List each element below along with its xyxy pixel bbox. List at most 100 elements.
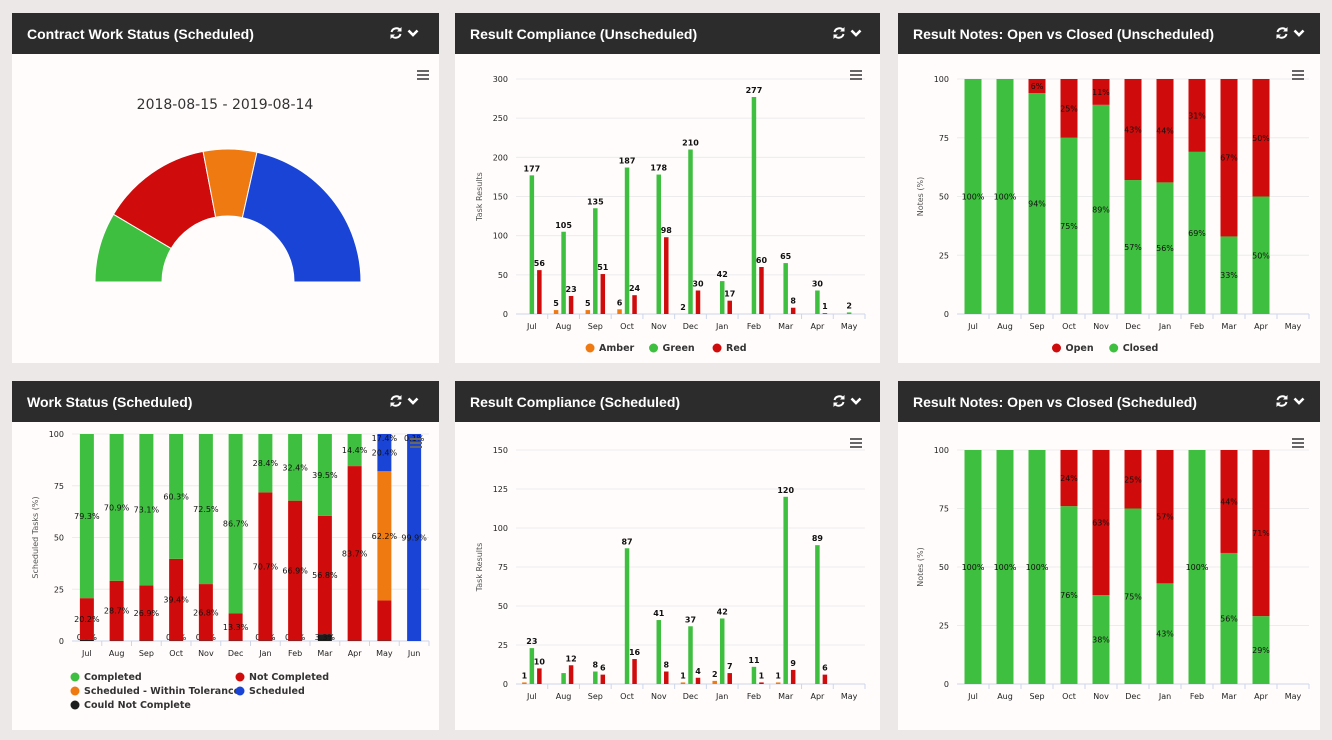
chevron-down-icon[interactable] (850, 393, 864, 409)
bar-segment-completed[interactable] (139, 434, 154, 586)
refresh-icon[interactable] (1275, 25, 1289, 41)
legend-marker[interactable] (70, 700, 80, 710)
bar-green[interactable] (846, 312, 852, 314)
bar-segment-closed[interactable] (1188, 151, 1206, 314)
bar-red[interactable] (632, 295, 637, 314)
bar-segment-not-completed[interactable] (377, 600, 392, 641)
bar-segment-closed[interactable] (964, 450, 982, 684)
bar-segment-scheduled-within-tolerance[interactable] (377, 471, 392, 601)
bar-amber[interactable] (553, 310, 559, 314)
slice-scheduled[interactable] (241, 151, 362, 283)
bar-segment-completed[interactable] (169, 434, 184, 559)
bar-segment-not-completed[interactable] (198, 584, 213, 641)
bar-amber[interactable] (585, 310, 591, 314)
bar-segment-closed[interactable] (1124, 180, 1142, 314)
refresh-icon[interactable] (389, 25, 403, 41)
bar-segment-closed[interactable] (996, 450, 1014, 684)
bar-green[interactable] (656, 620, 662, 684)
bar-segment-open[interactable] (1156, 450, 1174, 584)
legend-marker[interactable] (1052, 343, 1061, 353)
bar-segment-not-completed[interactable] (228, 613, 243, 641)
bar-green[interactable] (656, 174, 662, 314)
bar-red[interactable] (537, 270, 542, 314)
menu-icon[interactable] (850, 70, 862, 80)
bar-segment-closed[interactable] (1156, 182, 1174, 314)
bar-red[interactable] (759, 682, 764, 684)
bar-red[interactable] (664, 671, 669, 684)
bar-segment-could-not-complete[interactable] (317, 634, 332, 641)
bar-segment-not-completed[interactable] (79, 598, 94, 640)
bar-segment-not-completed[interactable] (109, 580, 124, 641)
bar-green[interactable] (688, 626, 693, 684)
bar-segment-open[interactable] (1156, 79, 1174, 183)
bar-segment-not-completed[interactable] (317, 515, 332, 635)
bar-segment-open[interactable] (1092, 450, 1110, 596)
bar-segment-open[interactable] (1220, 450, 1238, 553)
bar-red[interactable] (822, 674, 828, 684)
bar-green[interactable] (719, 281, 725, 314)
bar-green[interactable] (624, 548, 630, 684)
bar-segment-closed[interactable] (1252, 196, 1270, 315)
bar-red[interactable] (790, 669, 796, 684)
bar-segment-closed[interactable] (1092, 104, 1110, 314)
legend-marker[interactable] (585, 343, 595, 353)
bar-segment-could-not-complete[interactable] (79, 639, 94, 641)
bar-segment-not-completed[interactable] (139, 585, 154, 641)
bar-segment-closed[interactable] (1028, 93, 1046, 314)
bar-red[interactable] (600, 274, 606, 314)
bar-red[interactable] (695, 677, 701, 684)
chevron-down-icon[interactable] (407, 25, 421, 41)
bar-green[interactable] (593, 671, 598, 684)
bar-green[interactable] (751, 97, 757, 314)
bar-amber[interactable] (775, 682, 781, 684)
bar-red[interactable] (632, 659, 637, 684)
bar-amber[interactable] (522, 682, 527, 684)
bar-segment-not-completed[interactable] (258, 492, 273, 641)
refresh-icon[interactable] (389, 393, 403, 409)
bar-green[interactable] (751, 666, 757, 684)
legend-marker[interactable] (235, 686, 245, 696)
bar-segment-open[interactable] (1188, 79, 1206, 152)
bar-segment-closed[interactable] (1220, 552, 1238, 684)
legend-marker[interactable] (1109, 343, 1119, 353)
bar-green[interactable] (688, 149, 693, 315)
bar-green[interactable] (719, 618, 725, 684)
bar-segment-closed[interactable] (996, 79, 1014, 314)
bar-amber[interactable] (617, 309, 622, 314)
bar-amber[interactable] (680, 682, 686, 684)
bar-red[interactable] (727, 673, 732, 684)
bar-red[interactable] (568, 295, 574, 314)
legend-marker[interactable] (235, 672, 245, 682)
bar-segment-closed[interactable] (1156, 583, 1174, 684)
bar-segment-closed[interactable] (1188, 450, 1206, 684)
bar-segment-open[interactable] (1124, 450, 1142, 509)
bar-green[interactable] (815, 545, 820, 684)
bar-segment-completed[interactable] (79, 434, 94, 599)
bar-red[interactable] (695, 290, 701, 315)
bar-segment-open[interactable] (1252, 450, 1270, 617)
bar-segment-closed[interactable] (1028, 450, 1046, 684)
bar-segment-open[interactable] (1028, 79, 1046, 94)
legend-marker[interactable] (70, 672, 80, 682)
bar-segment-completed[interactable] (198, 434, 213, 585)
bar-green[interactable] (624, 167, 630, 314)
menu-icon[interactable] (1292, 70, 1304, 80)
bar-segment-closed[interactable] (1060, 137, 1078, 314)
bar-segment-open[interactable] (1060, 79, 1078, 138)
menu-icon[interactable] (417, 70, 429, 80)
legend-marker[interactable] (712, 343, 722, 353)
refresh-icon[interactable] (832, 25, 846, 41)
bar-segment-closed[interactable] (964, 79, 982, 314)
refresh-icon[interactable] (832, 393, 846, 409)
bar-segment-closed[interactable] (1252, 616, 1270, 684)
bar-amber[interactable] (712, 680, 717, 684)
bar-segment-scheduled[interactable] (407, 434, 422, 641)
bar-segment-closed[interactable] (1092, 595, 1110, 684)
bar-segment-completed[interactable] (317, 434, 332, 516)
bar-red[interactable] (759, 267, 764, 314)
bar-green[interactable] (783, 496, 788, 684)
bar-segment-completed[interactable] (347, 434, 362, 467)
bar-red[interactable] (600, 674, 606, 684)
bar-segment-completed[interactable] (228, 434, 243, 614)
bar-red[interactable] (790, 307, 796, 314)
